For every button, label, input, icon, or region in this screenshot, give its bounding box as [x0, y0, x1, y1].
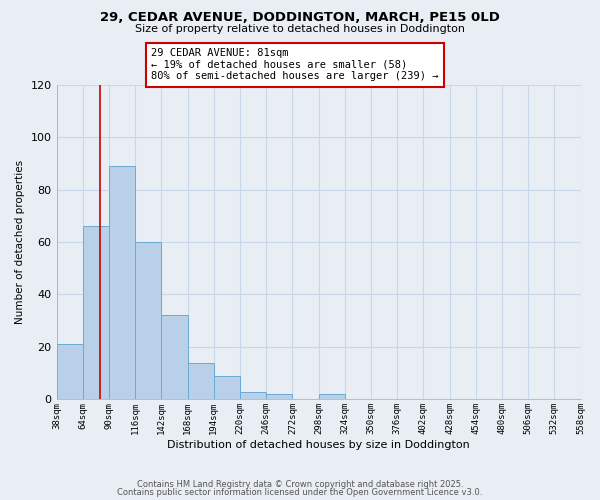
Y-axis label: Number of detached properties: Number of detached properties: [15, 160, 25, 324]
Bar: [161, 316, 188, 400]
Bar: [56, 344, 83, 400]
Bar: [135, 242, 161, 400]
Bar: [240, 392, 266, 400]
Text: 29, CEDAR AVENUE, DODDINGTON, MARCH, PE15 0LD: 29, CEDAR AVENUE, DODDINGTON, MARCH, PE1…: [100, 11, 500, 24]
Bar: [319, 394, 345, 400]
Bar: [83, 226, 109, 400]
Text: Contains HM Land Registry data © Crown copyright and database right 2025.: Contains HM Land Registry data © Crown c…: [137, 480, 463, 489]
Text: Contains public sector information licensed under the Open Government Licence v3: Contains public sector information licen…: [118, 488, 482, 497]
X-axis label: Distribution of detached houses by size in Doddington: Distribution of detached houses by size …: [167, 440, 470, 450]
Bar: [266, 394, 292, 400]
Bar: [109, 166, 135, 400]
Bar: [214, 376, 240, 400]
Text: Size of property relative to detached houses in Doddington: Size of property relative to detached ho…: [135, 24, 465, 34]
Text: 29 CEDAR AVENUE: 81sqm
← 19% of detached houses are smaller (58)
80% of semi-det: 29 CEDAR AVENUE: 81sqm ← 19% of detached…: [151, 48, 439, 82]
Bar: [188, 362, 214, 400]
